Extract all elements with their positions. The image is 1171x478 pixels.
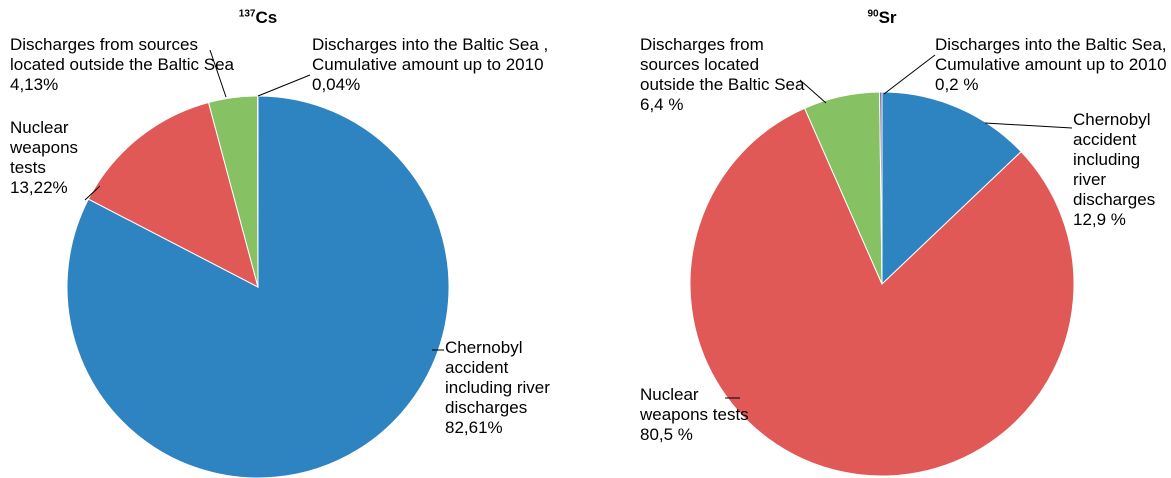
leader-line	[209, 49, 227, 98]
value-label: 0,04%	[312, 75, 361, 94]
category-name: Discharges into the Baltic Sea , Cumulat…	[312, 35, 549, 74]
title-element: Sr	[878, 8, 897, 27]
slice-label: Discharges into the Baltic Sea, Cumulati…	[935, 35, 1171, 95]
value-label: 0,2 %	[935, 75, 979, 94]
chart-title: 90Sr	[867, 8, 896, 28]
pie-slice	[87, 101, 259, 288]
slice-label: Nuclear weapons tests 80,5 %	[640, 385, 765, 445]
pie-slice	[66, 95, 450, 478]
leader-line	[984, 122, 1073, 129]
value-label: 12,9 %	[1073, 210, 1126, 229]
category-name: Chernobyl accident including river disch…	[1073, 110, 1156, 209]
slice-label: Nuclear weapons tests 13,22%	[10, 118, 105, 198]
value-label: 6,4 %	[640, 95, 684, 114]
pie-slice	[881, 91, 1022, 286]
chart-title: 137Cs	[239, 8, 277, 28]
value-label: 80,5 %	[640, 425, 693, 444]
title-element: Cs	[255, 8, 278, 27]
value-label: 13,22%	[10, 178, 68, 197]
category-name: Discharges from sources located outside …	[10, 35, 234, 74]
category-name: Nuclear weapons tests	[10, 118, 79, 177]
category-name: Discharges into the Baltic Sea, Cumulati…	[935, 35, 1167, 74]
title-mass-number: 90	[867, 8, 879, 20]
leader-line	[257, 74, 311, 97]
leader-line	[799, 79, 827, 104]
slice-label: Chernobyl accident including river disch…	[445, 338, 557, 438]
category-name: Discharges from sources located outside …	[640, 35, 805, 94]
slice-label: Discharges from sources located outside …	[10, 35, 245, 95]
slice-label: Discharges from sources located outside …	[640, 35, 805, 115]
leader-line	[84, 185, 101, 201]
category-name: Chernobyl accident including river disch…	[445, 338, 550, 417]
leader-line	[883, 54, 936, 95]
category-name: Nuclear weapons tests	[640, 385, 749, 424]
pie-slice	[689, 107, 1075, 477]
title-mass-number: 137	[238, 8, 256, 20]
pie-slice	[879, 91, 883, 285]
slice-label: Discharges into the Baltic Sea , Cumulat…	[312, 35, 557, 95]
slice-label: Chernobyl accident including river disch…	[1073, 110, 1171, 230]
value-label: 82,61%	[445, 418, 503, 437]
value-label: 4,13%	[10, 75, 59, 94]
